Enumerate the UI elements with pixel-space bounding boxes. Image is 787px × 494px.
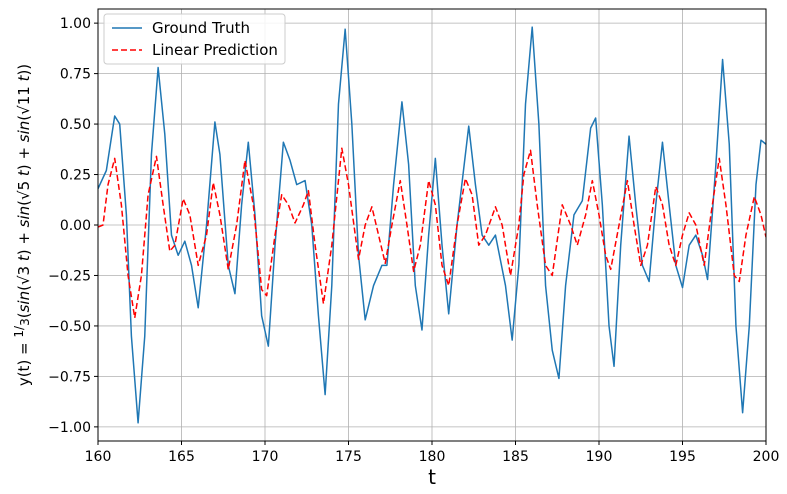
y-tick-label: −1.00 [48,420,91,436]
y-axis-label-part: ) [15,164,33,170]
y-tick-label: 0.00 [60,218,91,234]
y-axis-label-part: ) [15,249,33,255]
y-axis-label-part: 5 [15,181,33,191]
y-axis-label-part: / [12,325,26,330]
legend-label-0: Ground Truth [152,19,250,37]
y-tick-label: 0.50 [60,117,91,133]
series-line-1 [98,147,766,319]
legend-box [103,13,286,65]
y-tick-label: −0.25 [48,268,91,284]
y-axis-label-part: t [15,74,33,86]
x-tick-label: 190 [586,449,613,465]
y-axis-label-part: 3 [18,318,32,326]
y-tick-label: −0.75 [48,369,91,385]
y-tick-label: 1.00 [60,16,91,32]
y-axis-label: y(t) = 1/3(sin(√3 t) + sin(√5 t) + sin(√… [12,64,33,386]
y-tick-label: −0.50 [48,319,91,335]
y-axis-label-part: y(t) = [15,338,33,387]
y-axis-label-part: 11 [15,86,33,105]
x-tick-label: 200 [753,449,780,465]
y-axis-label-part: + [15,142,33,164]
y-axis-label-part: ( [15,115,33,121]
x-tick-label: 195 [669,449,696,465]
y-axis-label-part: √ [15,275,33,285]
y-axis-label-part: √ [15,105,33,115]
y-axis-label-part: ( [15,312,33,318]
x-tick-label: 160 [85,449,112,465]
y-axis-label-part: + [15,227,33,249]
x-tick-label: 175 [335,449,362,465]
y-axis-label-part: sin [15,291,33,313]
x-tick-label: 180 [419,449,446,465]
y-axis-label-part: t [15,254,33,266]
y-axis-label-part: sin [15,121,33,143]
legend-label-1: Linear Prediction [152,41,278,59]
y-tick-label: 0.75 [60,67,91,83]
x-axis-title: t [428,465,436,489]
series-line-0 [98,26,766,424]
x-tick-label: 165 [168,449,195,465]
x-tick-label: 185 [502,449,529,465]
y-axis-label-part: ) [15,64,33,70]
y-axis-label-part: t [15,169,33,181]
y-axis-label-part: ( [15,200,33,206]
x-tick-label: 170 [252,449,279,465]
y-axis-title: y(t) = 1/3(sin(√3 t) + sin(√5 t) + sin(√… [12,64,33,386]
y-axis-label-part: 3 [15,266,33,276]
legend: Ground Truth Linear Prediction [103,13,286,65]
series-layer [98,26,766,424]
y-axis-label-part: √ [15,190,33,200]
y-tick-label: 0.25 [60,168,91,184]
y-axis-label-part: sin [15,206,33,228]
y-axis-label-part: 1 [12,330,26,338]
y-axis-label-part: ) [15,70,33,76]
ticks: 160 165 170 175 180 185 190 195 200 −1.00 −0.75 −0.… [48,16,779,465]
y-axis-label-part: ( [15,285,33,291]
